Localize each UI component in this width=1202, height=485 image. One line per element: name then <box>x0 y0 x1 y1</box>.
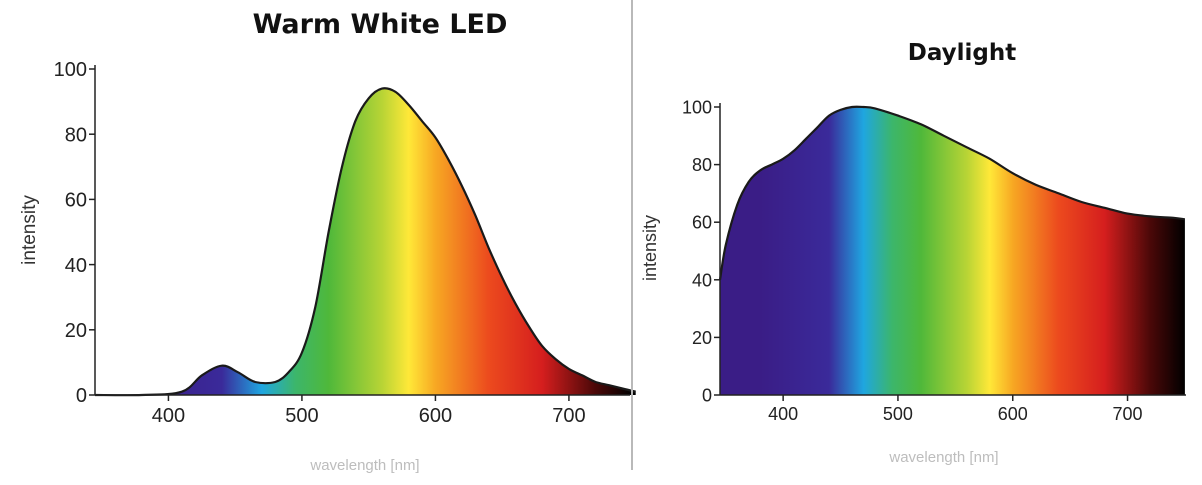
y-tick-label: 20 <box>65 320 87 342</box>
y-tick-label: 100 <box>54 59 87 81</box>
x-axis-label: wavelength [nm] <box>888 449 998 466</box>
y-tick-label: 60 <box>692 213 712 233</box>
y-axis-label: intensity <box>640 215 660 281</box>
warm-white-led-chart: Warm White LED intensity wavelength [nm]… <box>19 9 636 474</box>
panel-divider <box>631 0 633 470</box>
x-tick-label: 500 <box>285 405 318 427</box>
spectrum-area <box>720 106 1185 395</box>
y-tick-label: 80 <box>65 124 87 146</box>
x-tick-label: 400 <box>152 405 185 427</box>
x-tick-label: 400 <box>768 404 798 424</box>
x-tick-label: 600 <box>419 405 452 427</box>
y-tick-label: 80 <box>692 155 712 175</box>
y-tick-label: 40 <box>65 255 87 277</box>
x-axis-label: wavelength [nm] <box>309 457 419 474</box>
y-tick-label: 0 <box>702 385 712 405</box>
x-tick-label: 500 <box>883 404 913 424</box>
chart-panel-daylight: Daylight intensity wavelength [nm] 0 20 40… <box>634 0 1202 485</box>
series-line <box>718 105 1186 280</box>
x-tick-label: 700 <box>1113 404 1143 424</box>
series-line <box>94 87 636 397</box>
spectrum-area <box>95 88 636 396</box>
x-tick-label: 700 <box>552 405 585 427</box>
chart-title: Warm White LED <box>253 9 508 40</box>
y-tick-label: 40 <box>692 270 712 290</box>
y-tick-label: 60 <box>65 190 87 212</box>
daylight-chart: Daylight intensity wavelength [nm] 0 20 40… <box>640 40 1186 466</box>
x-tick-label: 600 <box>998 404 1028 424</box>
y-tick-label: 20 <box>692 328 712 348</box>
chart-title: Daylight <box>908 40 1017 66</box>
y-tick-label: 0 <box>76 385 87 407</box>
y-axis-label: intensity <box>19 195 40 265</box>
y-tick-label: 100 <box>682 97 712 117</box>
chart-panel-warm-white-led: Warm White LED intensity wavelength [nm]… <box>19 9 636 474</box>
